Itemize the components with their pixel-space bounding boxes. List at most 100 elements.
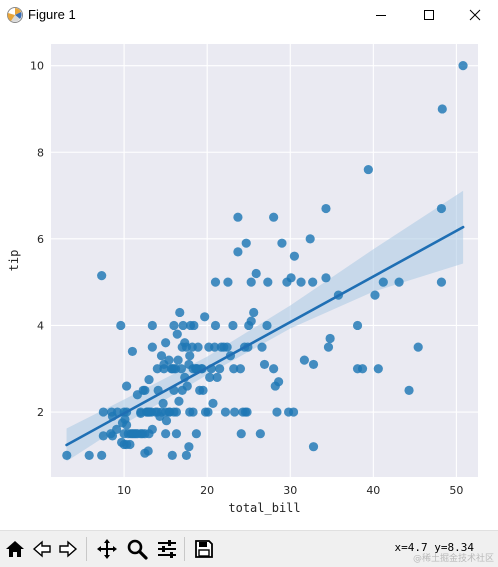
configure-subplots-button[interactable] [155, 537, 179, 561]
scatter-point [325, 333, 335, 344]
pan-button[interactable] [95, 537, 119, 561]
forward-button[interactable] [56, 537, 80, 561]
scatter-point [208, 398, 218, 408]
scatter-point [127, 346, 138, 357]
scatter-point [229, 407, 240, 417]
scatter-point [249, 307, 259, 318]
scatter-point [246, 277, 256, 287]
scatter-point [200, 312, 210, 322]
scatter-point [143, 446, 153, 456]
forward-icon [59, 540, 78, 558]
scatter-point [212, 372, 222, 383]
scatter-point [305, 234, 315, 244]
scatter-point [286, 273, 296, 283]
y-axis-label: tip [7, 250, 21, 272]
matplotlib-app-icon [6, 6, 24, 24]
scatter-point [236, 429, 246, 439]
scatter-point [173, 355, 183, 365]
scatter-point [274, 377, 284, 387]
scatter-point [84, 450, 94, 460]
scatter-point [458, 61, 468, 71]
scatter-points [62, 61, 468, 460]
scatter-point [220, 407, 231, 417]
scatter-point [116, 320, 126, 331]
scatter-point [152, 364, 162, 374]
x-axis-label: total_bill [228, 501, 300, 515]
x-tick-labels: 10 20 30 40 50 [117, 484, 463, 497]
scatter-point [242, 407, 252, 417]
scatter-point [171, 429, 182, 439]
scatter-point [97, 271, 107, 281]
back-button[interactable] [30, 537, 54, 561]
regression-line [65, 225, 465, 447]
toolbar-separator [184, 537, 185, 561]
scatter-point [269, 364, 279, 374]
scatter-point [97, 450, 107, 460]
scatter-point [296, 277, 306, 287]
scatter-point [215, 364, 225, 374]
maximize-icon [424, 10, 434, 20]
window-title: Figure 1 [28, 7, 76, 22]
scatter-point [189, 320, 199, 331]
scatter-point [167, 450, 177, 460]
x-tick-label: 20 [200, 484, 214, 497]
maximize-button[interactable] [406, 0, 452, 30]
y-tick-label: 8 [37, 146, 44, 159]
scatter-point [171, 407, 182, 417]
home-icon [6, 541, 24, 557]
scatter-point [185, 351, 195, 361]
scatter-point [262, 320, 272, 331]
save-button[interactable] [192, 537, 216, 561]
scatter-point [169, 320, 179, 331]
home-button[interactable] [3, 537, 27, 561]
minimize-button[interactable] [358, 0, 404, 30]
scatter-point [233, 247, 243, 257]
figure-canvas[interactable]: 10 20 30 40 50 2 4 6 8 10 total_bill tip [0, 30, 498, 530]
zoom-icon [127, 539, 148, 560]
scatter-point [255, 429, 265, 439]
scatter-point [147, 320, 157, 331]
scatter-point [321, 273, 331, 283]
scatter-point [158, 398, 168, 408]
scatter-point [233, 212, 243, 222]
scatter-point [373, 364, 383, 374]
scatter-point [144, 374, 154, 385]
regression-line-path [65, 225, 465, 447]
scatter-point [235, 364, 246, 374]
scatter-point [172, 329, 182, 339]
scatter-point [413, 342, 423, 352]
scatter-point [140, 385, 150, 395]
scatter-point [277, 238, 287, 248]
scatter-point [210, 320, 221, 331]
back-icon [32, 540, 51, 558]
scatter-point [257, 342, 267, 352]
scatter-point [222, 342, 232, 352]
scatter-point [161, 338, 171, 348]
scatter-point [125, 439, 135, 450]
scatter-point [363, 164, 373, 175]
scatter-point [175, 307, 185, 318]
close-button[interactable] [452, 0, 498, 30]
scatter-point [121, 420, 132, 430]
y-tick-label: 10 [30, 60, 44, 73]
scatter-point [188, 407, 198, 417]
scatter-point [205, 372, 215, 383]
toolbar-separator [86, 537, 87, 561]
scatter-point [147, 342, 157, 352]
x-tick-label: 50 [449, 484, 463, 497]
scatter-point [308, 277, 318, 287]
scatter-point [181, 450, 192, 460]
scatter-point [112, 424, 122, 434]
x-tick-label: 40 [366, 484, 380, 497]
watermark: @稀土掘金技术社区 [412, 554, 494, 564]
scatter-point [121, 381, 132, 391]
scatter-point [436, 277, 447, 287]
scatter-point [308, 442, 319, 452]
save-icon [195, 540, 213, 558]
scatter-point [198, 385, 208, 395]
scatter-point [241, 238, 251, 248]
zoom-button[interactable] [125, 537, 149, 561]
scatter-point [370, 290, 380, 300]
scatter-point [246, 316, 256, 326]
scatter-point [357, 364, 368, 374]
